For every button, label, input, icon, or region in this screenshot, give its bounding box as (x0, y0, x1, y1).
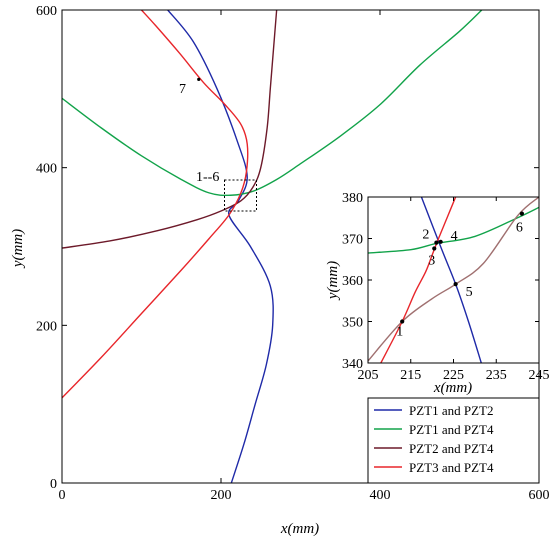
main-y-axis-label: y(mm) (10, 229, 26, 269)
main-y-tick-label: 600 (36, 4, 57, 19)
main-y-tick-label: 0 (50, 477, 57, 492)
legend-label-pzt3-pzt4: PZT3 and PZT4 (409, 460, 494, 475)
main-x-axis-label: x(mm) (280, 521, 319, 537)
main-point-7 (197, 77, 201, 81)
main-y-tick-label: 200 (36, 319, 57, 334)
inset-point-label-3: 3 (428, 253, 435, 268)
main-series-line-pzt1-and-pzt4 (62, 10, 483, 197)
inset-point-label-4: 4 (451, 229, 458, 244)
inset-y-tick-label: 380 (342, 191, 363, 206)
inset-point-2 (434, 240, 439, 245)
inset-x-tick-label: 225 (443, 368, 464, 383)
main-x-tick-label: 0 (59, 488, 66, 503)
legend-label-pzt1-pzt4: PZT1 and PZT4 (409, 422, 494, 437)
inset-x-tick-label: 235 (486, 368, 507, 383)
inset-series-line-4 (380, 197, 457, 363)
inset-point-5 (453, 282, 458, 287)
inset-x-tick-label: 205 (358, 368, 379, 383)
main-x-tick-label: 400 (370, 488, 391, 503)
main-series-group (62, 10, 483, 483)
legend-label-pzt1-pzt2: PZT1 and PZT2 (409, 403, 494, 418)
annotation-1-6: 1--6 (196, 170, 219, 185)
main-y-tick-label: 400 (36, 162, 57, 177)
legend-label-pzt2-pzt4: PZT2 and PZT4 (409, 441, 494, 456)
inset-series-line-2 (368, 206, 539, 254)
inset-point-label-5: 5 (466, 285, 473, 300)
inset-point-4 (438, 239, 443, 244)
main-series-line-pzt3-and-pzt4 (62, 10, 249, 399)
inset-y-tick-label: 340 (342, 357, 363, 372)
inset-point-1 (400, 319, 405, 324)
annotation-7: 7 (179, 82, 186, 97)
legend: PZT1 and PZT2 PZT1 and PZT4 PZT2 and PZT… (367, 397, 540, 484)
main-series-line-pzt1-and-pzt2 (167, 10, 274, 483)
inset-points-group: 1 2 3 4 5 6 (396, 211, 525, 340)
main-ticks-group: 0 200 400 600 0 200 400 600 (36, 4, 550, 503)
inset-point-3 (432, 246, 437, 251)
inset-x-tick-label: 245 (529, 368, 550, 383)
inset-y-tick-label: 350 (342, 316, 363, 331)
inset-y-axis-label: y(mm) (325, 261, 341, 301)
legend-box (367, 397, 540, 484)
main-x-tick-label: 600 (529, 488, 550, 503)
inset-y-tick-label: 360 (342, 274, 363, 289)
inset-point-label-6: 6 (516, 221, 523, 236)
main-x-tick-label: 200 (211, 488, 232, 503)
main-series-line-pzt2-and-pzt4 (62, 10, 278, 249)
inset-x-tick-label: 215 (400, 368, 421, 383)
inset-point-6 (519, 211, 525, 216)
zoom-box (224, 179, 257, 212)
inset-y-tick-label: 370 (342, 233, 363, 248)
inset-x-axis-label: x(mm) (433, 380, 472, 396)
inset-point-label-1: 1 (396, 325, 403, 340)
inset-point-label-2: 2 (422, 228, 429, 243)
